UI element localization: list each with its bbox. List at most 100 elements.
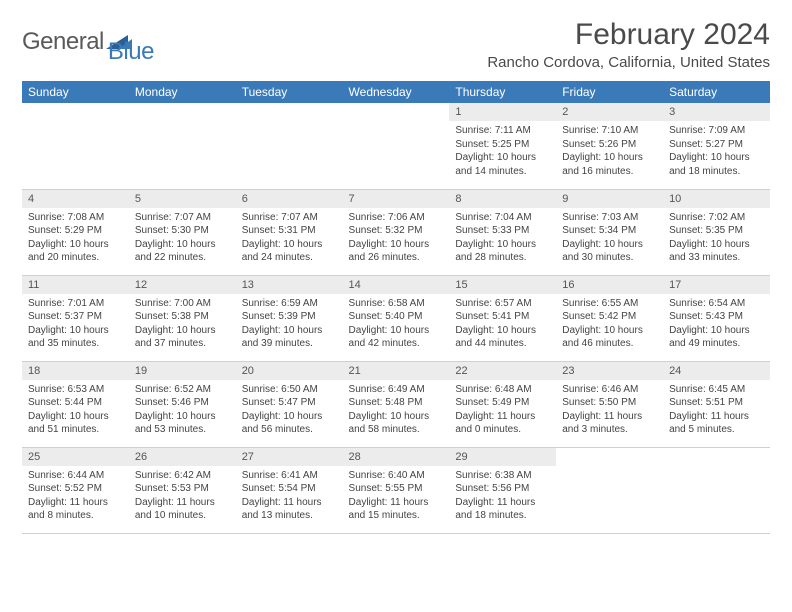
day-number: 22 (449, 362, 556, 380)
day-details: Sunrise: 6:54 AMSunset: 5:43 PMDaylight:… (663, 294, 770, 354)
calendar-row: 11Sunrise: 7:01 AMSunset: 5:37 PMDayligh… (22, 275, 770, 361)
calendar-head: SundayMondayTuesdayWednesdayThursdayFrid… (22, 81, 770, 103)
calendar-cell: 2Sunrise: 7:10 AMSunset: 5:26 PMDaylight… (556, 103, 663, 189)
day-details: Sunrise: 6:38 AMSunset: 5:56 PMDaylight:… (449, 466, 556, 526)
calendar-cell-empty (22, 103, 129, 189)
calendar-cell: 10Sunrise: 7:02 AMSunset: 5:35 PMDayligh… (663, 189, 770, 275)
day-details: Sunrise: 7:07 AMSunset: 5:31 PMDaylight:… (236, 208, 343, 268)
day-details: Sunrise: 7:06 AMSunset: 5:32 PMDaylight:… (343, 208, 450, 268)
day-details: Sunrise: 6:40 AMSunset: 5:55 PMDaylight:… (343, 466, 450, 526)
day-number: 14 (343, 276, 450, 294)
calendar-cell: 6Sunrise: 7:07 AMSunset: 5:31 PMDaylight… (236, 189, 343, 275)
calendar-table: SundayMondayTuesdayWednesdayThursdayFrid… (22, 81, 770, 534)
calendar-cell: 15Sunrise: 6:57 AMSunset: 5:41 PMDayligh… (449, 275, 556, 361)
day-details: Sunrise: 7:11 AMSunset: 5:25 PMDaylight:… (449, 121, 556, 181)
calendar-cell: 20Sunrise: 6:50 AMSunset: 5:47 PMDayligh… (236, 361, 343, 447)
day-number: 6 (236, 190, 343, 208)
day-number: 25 (22, 448, 129, 466)
day-number: 9 (556, 190, 663, 208)
calendar-cell: 13Sunrise: 6:59 AMSunset: 5:39 PMDayligh… (236, 275, 343, 361)
calendar-cell: 3Sunrise: 7:09 AMSunset: 5:27 PMDaylight… (663, 103, 770, 189)
day-details: Sunrise: 7:07 AMSunset: 5:30 PMDaylight:… (129, 208, 236, 268)
calendar-cell: 28Sunrise: 6:40 AMSunset: 5:55 PMDayligh… (343, 447, 450, 533)
day-details: Sunrise: 7:02 AMSunset: 5:35 PMDaylight:… (663, 208, 770, 268)
day-number: 29 (449, 448, 556, 466)
calendar-cell: 29Sunrise: 6:38 AMSunset: 5:56 PMDayligh… (449, 447, 556, 533)
day-number: 28 (343, 448, 450, 466)
calendar-cell-empty (129, 103, 236, 189)
day-number: 27 (236, 448, 343, 466)
month-title: February 2024 (487, 18, 770, 52)
weekday-header: Wednesday (343, 81, 450, 103)
calendar-cell-empty (236, 103, 343, 189)
day-number: 15 (449, 276, 556, 294)
day-number: 4 (22, 190, 129, 208)
day-details: Sunrise: 6:41 AMSunset: 5:54 PMDaylight:… (236, 466, 343, 526)
day-details: Sunrise: 7:09 AMSunset: 5:27 PMDaylight:… (663, 121, 770, 181)
day-details: Sunrise: 6:42 AMSunset: 5:53 PMDaylight:… (129, 466, 236, 526)
weekday-header: Thursday (449, 81, 556, 103)
logo-text-general: General (22, 28, 104, 56)
day-number: 20 (236, 362, 343, 380)
day-details: Sunrise: 6:53 AMSunset: 5:44 PMDaylight:… (22, 380, 129, 440)
calendar-cell-empty (343, 103, 450, 189)
day-details: Sunrise: 6:55 AMSunset: 5:42 PMDaylight:… (556, 294, 663, 354)
day-details: Sunrise: 6:49 AMSunset: 5:48 PMDaylight:… (343, 380, 450, 440)
day-number: 21 (343, 362, 450, 380)
calendar-cell: 21Sunrise: 6:49 AMSunset: 5:48 PMDayligh… (343, 361, 450, 447)
header: General Blue February 2024 Rancho Cordov… (22, 18, 770, 71)
calendar-cell: 25Sunrise: 6:44 AMSunset: 5:52 PMDayligh… (22, 447, 129, 533)
calendar-cell: 24Sunrise: 6:45 AMSunset: 5:51 PMDayligh… (663, 361, 770, 447)
day-number: 18 (22, 362, 129, 380)
calendar-cell: 16Sunrise: 6:55 AMSunset: 5:42 PMDayligh… (556, 275, 663, 361)
day-number: 24 (663, 362, 770, 380)
weekday-header: Sunday (22, 81, 129, 103)
day-number: 3 (663, 103, 770, 121)
calendar-cell: 4Sunrise: 7:08 AMSunset: 5:29 PMDaylight… (22, 189, 129, 275)
day-number: 10 (663, 190, 770, 208)
day-details: Sunrise: 6:58 AMSunset: 5:40 PMDaylight:… (343, 294, 450, 354)
day-number: 16 (556, 276, 663, 294)
weekday-header: Monday (129, 81, 236, 103)
calendar-cell: 22Sunrise: 6:48 AMSunset: 5:49 PMDayligh… (449, 361, 556, 447)
day-number: 26 (129, 448, 236, 466)
calendar-cell: 17Sunrise: 6:54 AMSunset: 5:43 PMDayligh… (663, 275, 770, 361)
day-details: Sunrise: 7:01 AMSunset: 5:37 PMDaylight:… (22, 294, 129, 354)
day-details: Sunrise: 6:59 AMSunset: 5:39 PMDaylight:… (236, 294, 343, 354)
weekday-header: Friday (556, 81, 663, 103)
day-number: 12 (129, 276, 236, 294)
weekday-header: Tuesday (236, 81, 343, 103)
logo-text-blue: Blue (108, 38, 154, 65)
calendar-row: 25Sunrise: 6:44 AMSunset: 5:52 PMDayligh… (22, 447, 770, 533)
day-number: 2 (556, 103, 663, 121)
calendar-cell: 19Sunrise: 6:52 AMSunset: 5:46 PMDayligh… (129, 361, 236, 447)
day-details: Sunrise: 7:00 AMSunset: 5:38 PMDaylight:… (129, 294, 236, 354)
calendar-body: 1Sunrise: 7:11 AMSunset: 5:25 PMDaylight… (22, 103, 770, 533)
calendar-cell: 5Sunrise: 7:07 AMSunset: 5:30 PMDaylight… (129, 189, 236, 275)
calendar-cell: 14Sunrise: 6:58 AMSunset: 5:40 PMDayligh… (343, 275, 450, 361)
day-details: Sunrise: 7:10 AMSunset: 5:26 PMDaylight:… (556, 121, 663, 181)
calendar-cell: 1Sunrise: 7:11 AMSunset: 5:25 PMDaylight… (449, 103, 556, 189)
calendar-cell: 26Sunrise: 6:42 AMSunset: 5:53 PMDayligh… (129, 447, 236, 533)
calendar-cell: 9Sunrise: 7:03 AMSunset: 5:34 PMDaylight… (556, 189, 663, 275)
calendar-cell: 18Sunrise: 6:53 AMSunset: 5:44 PMDayligh… (22, 361, 129, 447)
calendar-cell-empty (556, 447, 663, 533)
day-number: 17 (663, 276, 770, 294)
calendar-cell: 23Sunrise: 6:46 AMSunset: 5:50 PMDayligh… (556, 361, 663, 447)
calendar-row: 4Sunrise: 7:08 AMSunset: 5:29 PMDaylight… (22, 189, 770, 275)
day-number: 5 (129, 190, 236, 208)
calendar-cell-empty (663, 447, 770, 533)
day-details: Sunrise: 7:04 AMSunset: 5:33 PMDaylight:… (449, 208, 556, 268)
title-block: February 2024 Rancho Cordova, California… (487, 18, 770, 71)
day-details: Sunrise: 6:52 AMSunset: 5:46 PMDaylight:… (129, 380, 236, 440)
logo: General Blue (22, 18, 154, 66)
calendar-cell: 12Sunrise: 7:00 AMSunset: 5:38 PMDayligh… (129, 275, 236, 361)
day-number: 8 (449, 190, 556, 208)
day-details: Sunrise: 6:44 AMSunset: 5:52 PMDaylight:… (22, 466, 129, 526)
day-number: 11 (22, 276, 129, 294)
day-number: 7 (343, 190, 450, 208)
day-number: 23 (556, 362, 663, 380)
day-details: Sunrise: 6:57 AMSunset: 5:41 PMDaylight:… (449, 294, 556, 354)
day-details: Sunrise: 7:03 AMSunset: 5:34 PMDaylight:… (556, 208, 663, 268)
calendar-cell: 11Sunrise: 7:01 AMSunset: 5:37 PMDayligh… (22, 275, 129, 361)
